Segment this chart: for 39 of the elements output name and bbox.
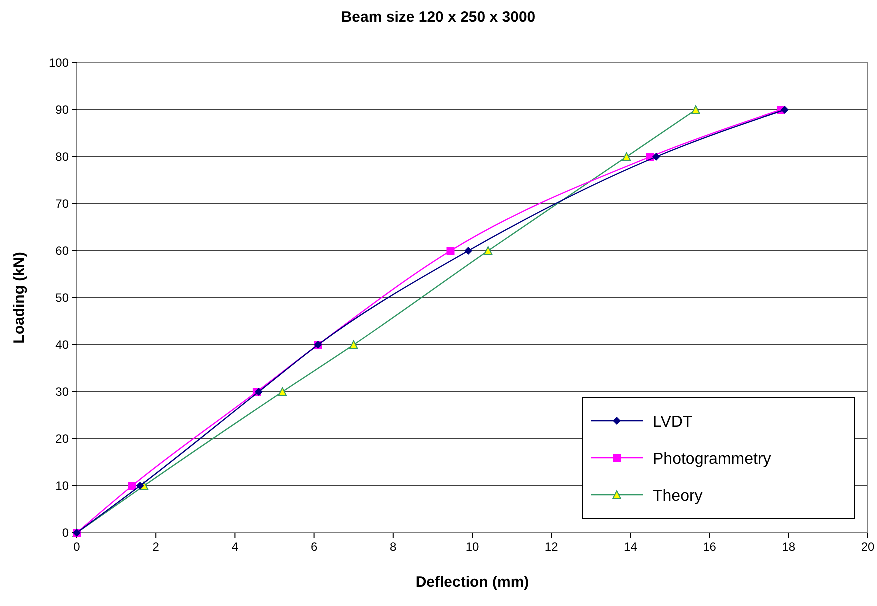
- x-tick-label: 20: [861, 540, 875, 554]
- y-tick-label: 80: [56, 150, 70, 164]
- x-tick-label: 4: [232, 540, 239, 554]
- legend-label: LVDT: [653, 414, 693, 431]
- x-tick-label: 16: [703, 540, 717, 554]
- chart-title: Beam size 120 x 250 x 3000: [341, 9, 536, 26]
- x-tick-label: 14: [624, 540, 638, 554]
- legend-label: Theory: [653, 488, 703, 505]
- y-tick-label: 0: [62, 526, 70, 540]
- y-tick-label: 60: [56, 244, 70, 258]
- y-tick-label: 90: [56, 103, 70, 117]
- x-tick-label: 6: [310, 540, 318, 554]
- y-tick-label: 10: [56, 479, 70, 493]
- point: [652, 153, 660, 161]
- point: [128, 482, 136, 490]
- point: [278, 388, 288, 396]
- point: [349, 340, 358, 350]
- y-tick-label: 30: [56, 385, 70, 399]
- x-tick-label: 0: [74, 540, 81, 554]
- point: [780, 106, 789, 114]
- legend-label: Photogrammetry: [653, 451, 772, 468]
- y-tick-label: 70: [56, 197, 70, 211]
- point: [464, 247, 473, 255]
- y-tick-label: 50: [56, 291, 70, 305]
- x-axis-title: Deflection (mm): [416, 574, 530, 591]
- x-tick-label: 10: [466, 540, 480, 554]
- y-tick-label: 20: [56, 432, 70, 446]
- x-tick-label: 18: [782, 540, 796, 554]
- point: [622, 152, 632, 162]
- point: [484, 246, 493, 256]
- y-tick-label: 100: [48, 56, 70, 70]
- x-tick-label: 8: [390, 540, 398, 554]
- y-tick-label: 40: [56, 338, 70, 352]
- x-tick-label: 2: [152, 540, 160, 554]
- y-axis-title: Loading (kN): [11, 252, 28, 344]
- x-tick-label: 12: [544, 540, 559, 554]
- point: [691, 106, 700, 114]
- point: [446, 247, 455, 255]
- point: [136, 482, 144, 490]
